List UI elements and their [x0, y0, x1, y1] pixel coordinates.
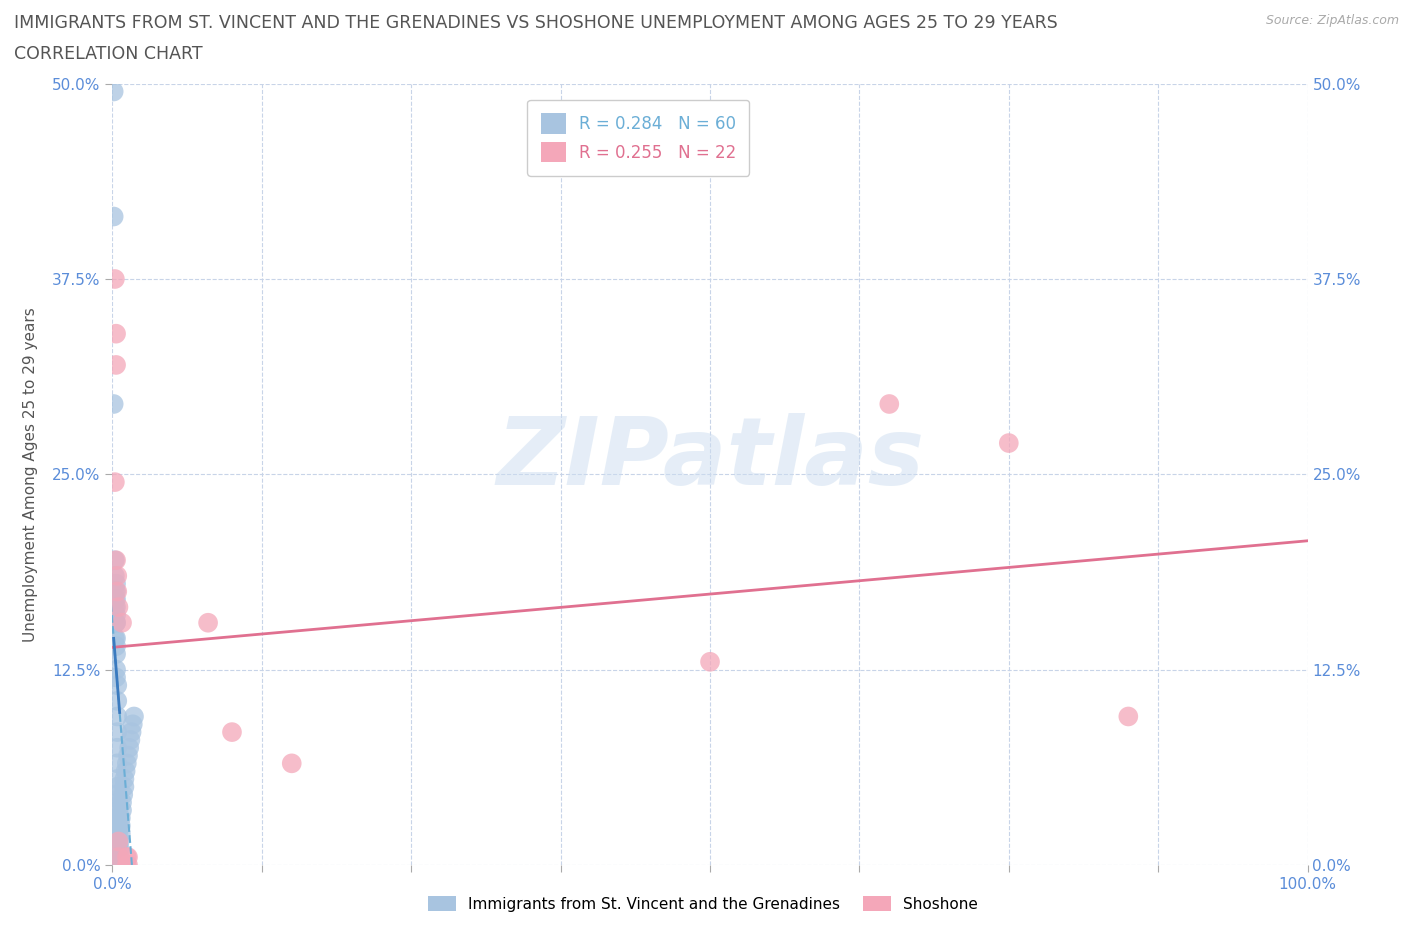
Point [108, 842, 131, 857]
Point [105, 662, 128, 677]
Point [108, 834, 131, 849]
Point [103, 209, 125, 224]
Point [104, 552, 127, 567]
Point [107, 795, 129, 810]
Point [117, 748, 139, 763]
Point [879, 396, 901, 411]
Point [281, 756, 304, 771]
Point [111, 616, 134, 631]
Point [107, 857, 129, 872]
Point [104, 474, 127, 489]
Point [105, 670, 128, 684]
Point [120, 733, 142, 748]
Text: Source: ZipAtlas.com: Source: ZipAtlas.com [1265, 14, 1399, 27]
Point [1118, 709, 1140, 724]
Point [105, 678, 128, 693]
Point [118, 740, 141, 755]
Point [105, 552, 128, 567]
Point [105, 568, 128, 583]
Point [104, 631, 127, 645]
Point [105, 577, 128, 591]
Point [105, 694, 128, 709]
Point [104, 272, 127, 286]
Point [108, 857, 131, 872]
Point [107, 600, 129, 615]
Point [105, 639, 128, 654]
Point [105, 591, 128, 606]
Point [104, 616, 127, 631]
Point [105, 779, 128, 794]
Point [105, 616, 128, 631]
Point [105, 584, 128, 599]
Point [105, 756, 128, 771]
Point [105, 646, 128, 661]
Point [110, 818, 132, 833]
Point [114, 779, 135, 794]
Point [111, 803, 134, 817]
Point [111, 795, 134, 810]
Point [104, 591, 127, 606]
Point [105, 607, 128, 622]
Point [107, 811, 129, 826]
Point [105, 600, 128, 615]
Point [105, 740, 128, 755]
Point [104, 568, 127, 583]
Point [107, 850, 129, 865]
Y-axis label: Unemployment Among Ages 25 to 29 years: Unemployment Among Ages 25 to 29 years [24, 307, 38, 642]
Point [115, 756, 138, 771]
Point [107, 842, 129, 857]
Legend: R = 0.284   N = 60, R = 0.255   N = 22: R = 0.284 N = 60, R = 0.255 N = 22 [527, 100, 749, 176]
Point [104, 600, 127, 615]
Point [121, 717, 143, 732]
Point [114, 764, 136, 778]
Point [115, 857, 138, 872]
Legend: Immigrants from St. Vincent and the Grenadines, Shoshone: Immigrants from St. Vincent and the Gren… [422, 889, 984, 918]
Point [221, 724, 243, 739]
Point [105, 724, 128, 739]
Text: CORRELATION CHART: CORRELATION CHART [14, 45, 202, 62]
Point [105, 326, 128, 341]
Text: IMMIGRANTS FROM ST. VINCENT AND THE GRENADINES VS SHOSHONE UNEMPLOYMENT AMONG AG: IMMIGRANTS FROM ST. VINCENT AND THE GREN… [14, 14, 1057, 32]
Point [117, 850, 139, 865]
Point [104, 584, 127, 599]
Point [105, 584, 128, 599]
Point [107, 826, 129, 841]
Point [105, 787, 128, 802]
Point [114, 772, 135, 787]
Point [117, 857, 139, 872]
Point [105, 631, 128, 645]
Point [107, 834, 129, 849]
Text: ZIPatlas: ZIPatlas [496, 413, 924, 505]
Point [107, 850, 129, 865]
Point [107, 818, 129, 833]
Point [121, 724, 143, 739]
Point [105, 616, 128, 631]
Point [110, 811, 132, 826]
Point [105, 709, 128, 724]
Point [105, 357, 128, 372]
Point [699, 655, 721, 670]
Point [107, 803, 129, 817]
Point [105, 772, 128, 787]
Point [110, 826, 132, 841]
Point [108, 850, 131, 865]
Point [115, 850, 138, 865]
Point [122, 709, 145, 724]
Point [103, 84, 125, 99]
Point [197, 616, 219, 631]
Point [112, 787, 135, 802]
Point [107, 834, 129, 849]
Point [103, 396, 125, 411]
Point [998, 435, 1021, 450]
